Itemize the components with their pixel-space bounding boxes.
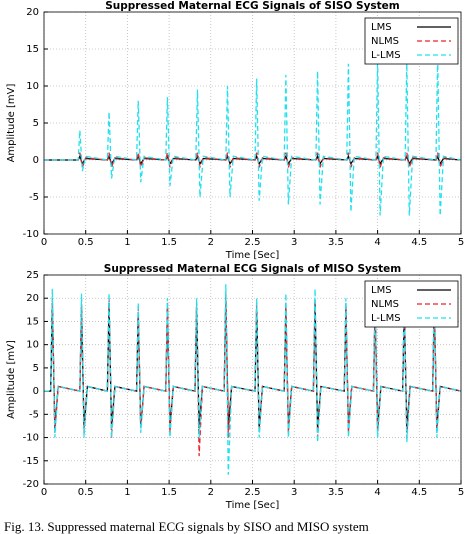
x-tick-label: 4	[374, 237, 380, 248]
y-tick-label: 5	[33, 363, 39, 374]
series-line	[44, 56, 461, 216]
legend-label: L-LMS	[371, 313, 401, 324]
series-line	[44, 284, 461, 475]
y-tick-label: 20	[26, 7, 39, 18]
y-tick-label: 10	[26, 340, 39, 351]
x-tick-label: 5	[458, 237, 464, 248]
legend-label: NLMS	[371, 36, 399, 47]
x-tick-label: 4.5	[411, 487, 427, 498]
x-tick-label: 2	[208, 237, 214, 248]
y-axis-label: Amplitude [mV]	[6, 83, 17, 162]
legend-label: NLMS	[371, 299, 399, 310]
y-tick-label: 15	[26, 44, 39, 55]
y-axis-label: Amplitude [mV]	[6, 340, 17, 419]
x-tick-label: 1	[124, 487, 130, 498]
x-tick-label: 1.5	[161, 487, 177, 498]
y-tick-label: 10	[26, 81, 39, 92]
x-tick-label: 4.5	[411, 237, 427, 248]
x-tick-label: 3.5	[328, 237, 344, 248]
x-tick-label: 5	[458, 487, 464, 498]
y-tick-label: 0	[33, 155, 39, 166]
y-tick-label: 15	[26, 316, 39, 327]
x-tick-label: 3	[291, 487, 297, 498]
x-tick-label: 0	[41, 237, 47, 248]
legend-label: LMS	[371, 22, 392, 33]
y-tick-label: 0	[33, 386, 39, 397]
x-tick-label: 0.5	[78, 487, 94, 498]
axes-frame	[43, 274, 462, 485]
x-tick-label: 2	[208, 487, 214, 498]
y-tick-label: -10	[23, 433, 39, 444]
legend-label: LMS	[371, 285, 392, 296]
caption: Fig. 13. Suppressed maternal ECG signals…	[4, 519, 369, 534]
y-tick-label: 25	[26, 270, 39, 281]
y-tick-label: -20	[23, 479, 39, 490]
y-tick-label: -15	[23, 456, 39, 467]
y-tick-label: -5	[29, 409, 39, 420]
x-tick-label: 3	[291, 237, 297, 248]
x-tick-label: 4	[374, 487, 380, 498]
x-tick-label: 2.5	[245, 237, 261, 248]
y-tick-label: -5	[29, 192, 39, 203]
legend-label: L-LMS	[371, 50, 401, 61]
y-tick-label: 5	[33, 118, 39, 129]
x-axis-label: Time [Sec]	[225, 250, 280, 261]
x-tick-label: 0.5	[78, 237, 94, 248]
axes-frame	[43, 11, 462, 235]
y-tick-label: 20	[26, 293, 39, 304]
y-tick-label: -10	[23, 229, 39, 240]
chart-title: Suppressed Maternal ECG Signals of MISO …	[104, 263, 401, 275]
x-axis-label: Time [Sec]	[225, 500, 280, 511]
x-tick-label: 3.5	[328, 487, 344, 498]
x-tick-label: 1	[124, 237, 130, 248]
x-tick-label: 0	[41, 487, 47, 498]
x-tick-label: 2.5	[245, 487, 261, 498]
chart-title: Suppressed Maternal ECG Signals of SISO …	[105, 0, 400, 12]
x-tick-label: 1.5	[161, 237, 177, 248]
